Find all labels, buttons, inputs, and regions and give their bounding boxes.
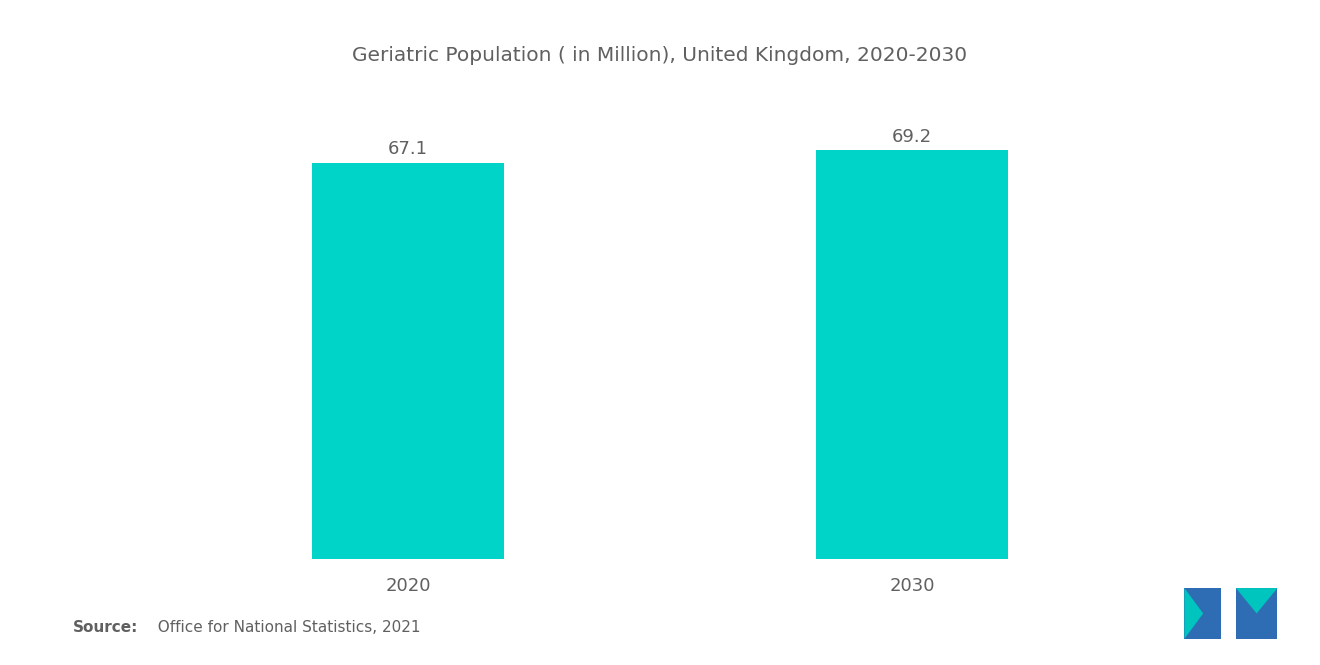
Text: Office for National Statistics, 2021: Office for National Statistics, 2021: [148, 620, 420, 635]
Polygon shape: [1184, 588, 1221, 639]
Text: 67.1: 67.1: [388, 140, 428, 158]
Polygon shape: [1236, 588, 1278, 613]
Bar: [313, 162, 504, 559]
Polygon shape: [1236, 588, 1278, 639]
Title: Geriatric Population ( in Million), United Kingdom, 2020-2030: Geriatric Population ( in Million), Unit…: [352, 47, 968, 65]
Text: Source:: Source:: [73, 620, 139, 635]
Polygon shape: [1184, 588, 1204, 639]
Bar: [816, 150, 1007, 559]
Text: 69.2: 69.2: [892, 128, 932, 146]
